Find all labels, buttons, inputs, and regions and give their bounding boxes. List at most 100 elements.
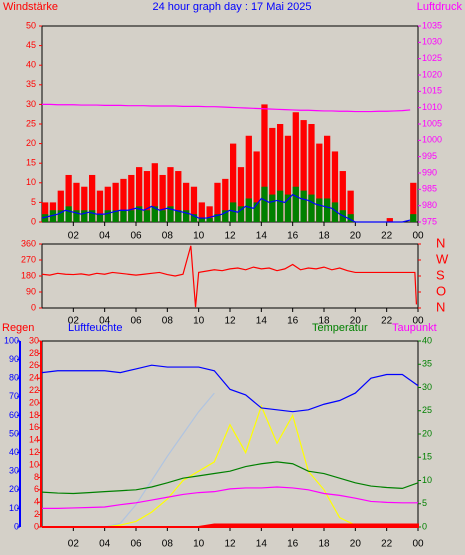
- x-tick-label: 16: [287, 316, 299, 327]
- x-tick-label: 02: [68, 316, 80, 327]
- y-tick-label: 0: [34, 521, 39, 531]
- bar: [175, 171, 182, 222]
- y-tick-label: 28: [29, 348, 39, 358]
- bar: [386, 218, 393, 222]
- y-tick-label: 40: [422, 335, 432, 345]
- bar: [81, 210, 88, 222]
- line: [42, 404, 418, 528]
- bar: [136, 206, 143, 222]
- bar: [300, 190, 307, 222]
- x-tick-label: 14: [256, 539, 268, 550]
- x-tick-label: 22: [381, 231, 393, 242]
- y-tick-label: 975: [422, 216, 437, 226]
- bar: [136, 167, 143, 222]
- humidity-label: Luftfeuchte: [68, 322, 122, 334]
- bar: [183, 182, 190, 222]
- y-tick-label: 30: [29, 335, 39, 345]
- y-tick-label: 50: [26, 20, 36, 30]
- bar: [128, 210, 135, 222]
- x-tick-label: 08: [162, 316, 174, 327]
- bar: [167, 206, 174, 222]
- bar: [151, 163, 158, 222]
- x-tick-label: 06: [130, 316, 142, 327]
- y-tick-label: 0: [422, 521, 427, 531]
- bar: [73, 182, 80, 222]
- bar: [284, 194, 292, 222]
- x-tick-label: 20: [350, 316, 362, 327]
- y-tick-label: 70: [9, 391, 19, 401]
- line: [41, 461, 419, 495]
- line: [42, 103, 411, 113]
- bar: [104, 210, 111, 222]
- y-tick-label: 0: [31, 216, 36, 226]
- x-tick-label: 12: [224, 316, 236, 327]
- line: [41, 364, 419, 413]
- y-tick-label: 10: [26, 177, 36, 187]
- bar: [410, 182, 417, 222]
- y-tick-label: 20: [422, 428, 432, 438]
- y-tick-label: 25: [26, 118, 36, 128]
- y-tick-label: 2: [34, 509, 39, 519]
- y-tick-label: 24: [29, 373, 39, 383]
- bar: [57, 190, 64, 222]
- y-tick-label: 26: [29, 360, 39, 370]
- bar: [89, 210, 96, 222]
- area: [42, 523, 419, 528]
- bar: [81, 186, 88, 222]
- bar: [316, 198, 323, 222]
- bar: [261, 186, 268, 222]
- x-tick-label: 10: [193, 539, 205, 550]
- y-tick-label: 270: [21, 254, 36, 264]
- bar: [159, 174, 166, 222]
- x-tick-label: 00: [412, 231, 424, 242]
- bar: [324, 135, 331, 222]
- bar: [190, 214, 198, 222]
- bar: [292, 112, 299, 222]
- y-tick-label: 995: [422, 151, 437, 161]
- bar: [96, 190, 104, 222]
- bar: [159, 210, 166, 222]
- y-tick-label: 10: [9, 503, 19, 513]
- bar: [284, 135, 292, 222]
- y-tick-label: 30: [422, 382, 432, 392]
- bar: [151, 206, 158, 222]
- y-tick-label: 18: [29, 410, 39, 420]
- bar: [198, 218, 205, 222]
- y-tick-label: 360: [21, 238, 36, 248]
- x-tick-label: 02: [68, 539, 80, 550]
- bar: [206, 206, 213, 222]
- bar: [214, 214, 221, 222]
- bar: [65, 206, 72, 222]
- y-tick-label: W: [436, 251, 449, 266]
- bar: [269, 194, 276, 222]
- bar: [183, 210, 190, 222]
- bar: [120, 210, 127, 222]
- plot-frame: [41, 243, 419, 309]
- bar: [112, 182, 119, 222]
- y-tick-label: 50: [9, 428, 19, 438]
- x-tick-label: 20: [350, 539, 362, 550]
- y-tick-label: S: [436, 267, 445, 282]
- bar: [324, 198, 331, 222]
- y-tick-label: 35: [26, 79, 36, 89]
- temperature-label: Temperatur: [312, 322, 368, 334]
- x-tick-label: 04: [99, 539, 111, 550]
- x-tick-label: 14: [256, 316, 268, 327]
- bar: [253, 151, 260, 222]
- bar: [143, 171, 151, 222]
- y-tick-label: 1020: [422, 69, 442, 79]
- bar: [222, 178, 229, 222]
- y-tick-label: 12: [29, 447, 39, 457]
- bar: [120, 178, 127, 222]
- y-tick-label: 980: [422, 200, 437, 210]
- y-tick-label: 10: [422, 475, 432, 485]
- y-tick-label: 1010: [422, 102, 442, 112]
- x-tick-label: 16: [287, 231, 299, 242]
- bar: [206, 218, 213, 222]
- x-tick-label: 16: [287, 539, 299, 550]
- y-tick-label: 45: [26, 40, 36, 50]
- y-tick-label: 30: [9, 466, 19, 476]
- y-tick-label: 60: [9, 410, 19, 420]
- bar: [167, 167, 174, 222]
